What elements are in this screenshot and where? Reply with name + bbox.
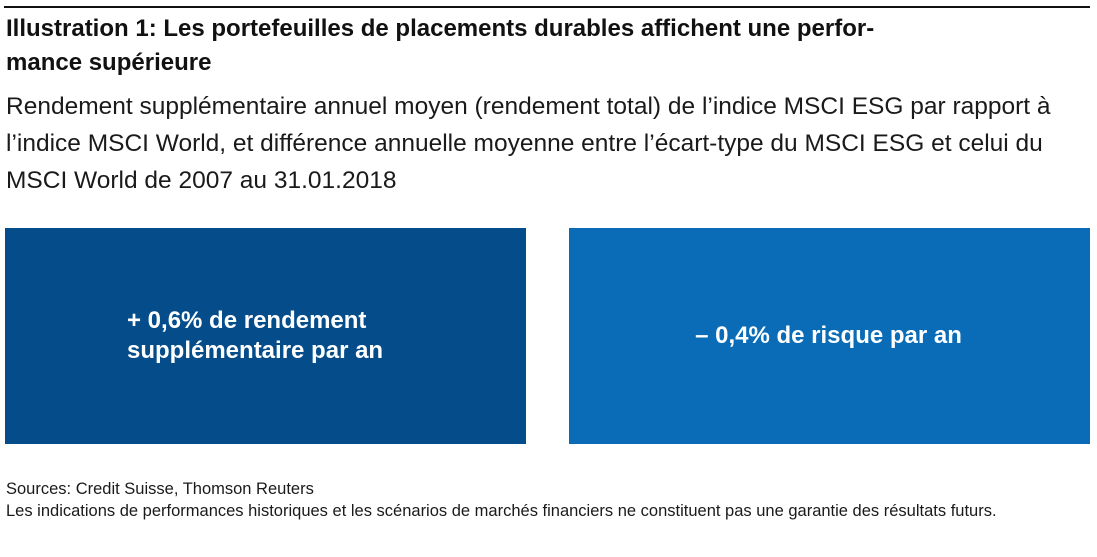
- title-line-2: mance supérieure: [6, 49, 212, 76]
- title-line-1: Illustration 1: Les portefeuilles de pla…: [6, 15, 875, 42]
- illustration-title: Illustration 1: Les portefeuilles de pla…: [6, 12, 1086, 80]
- extra-return-text: + 0,6% de rendement supplémentaire par a…: [127, 306, 383, 366]
- risk-reduction-text: – 0,4% de risque par an: [695, 322, 962, 349]
- top-rule: [4, 6, 1090, 8]
- risk-reduction-box: – 0,4% de risque par an: [569, 228, 1090, 444]
- extra-return-line-2: supplémentaire par an: [127, 337, 384, 364]
- sources-note: Sources: Credit Suisse, Thomson Reuters: [6, 480, 314, 498]
- extra-return-line-1: + 0,6% de rendement: [127, 307, 367, 334]
- extra-return-box: + 0,6% de rendement supplémentaire par a…: [5, 228, 526, 444]
- illustration-subtitle: Rendement supplémentaire annuel moyen (r…: [6, 93, 1051, 194]
- disclaimer-note: Les indications de performances historiq…: [6, 502, 997, 520]
